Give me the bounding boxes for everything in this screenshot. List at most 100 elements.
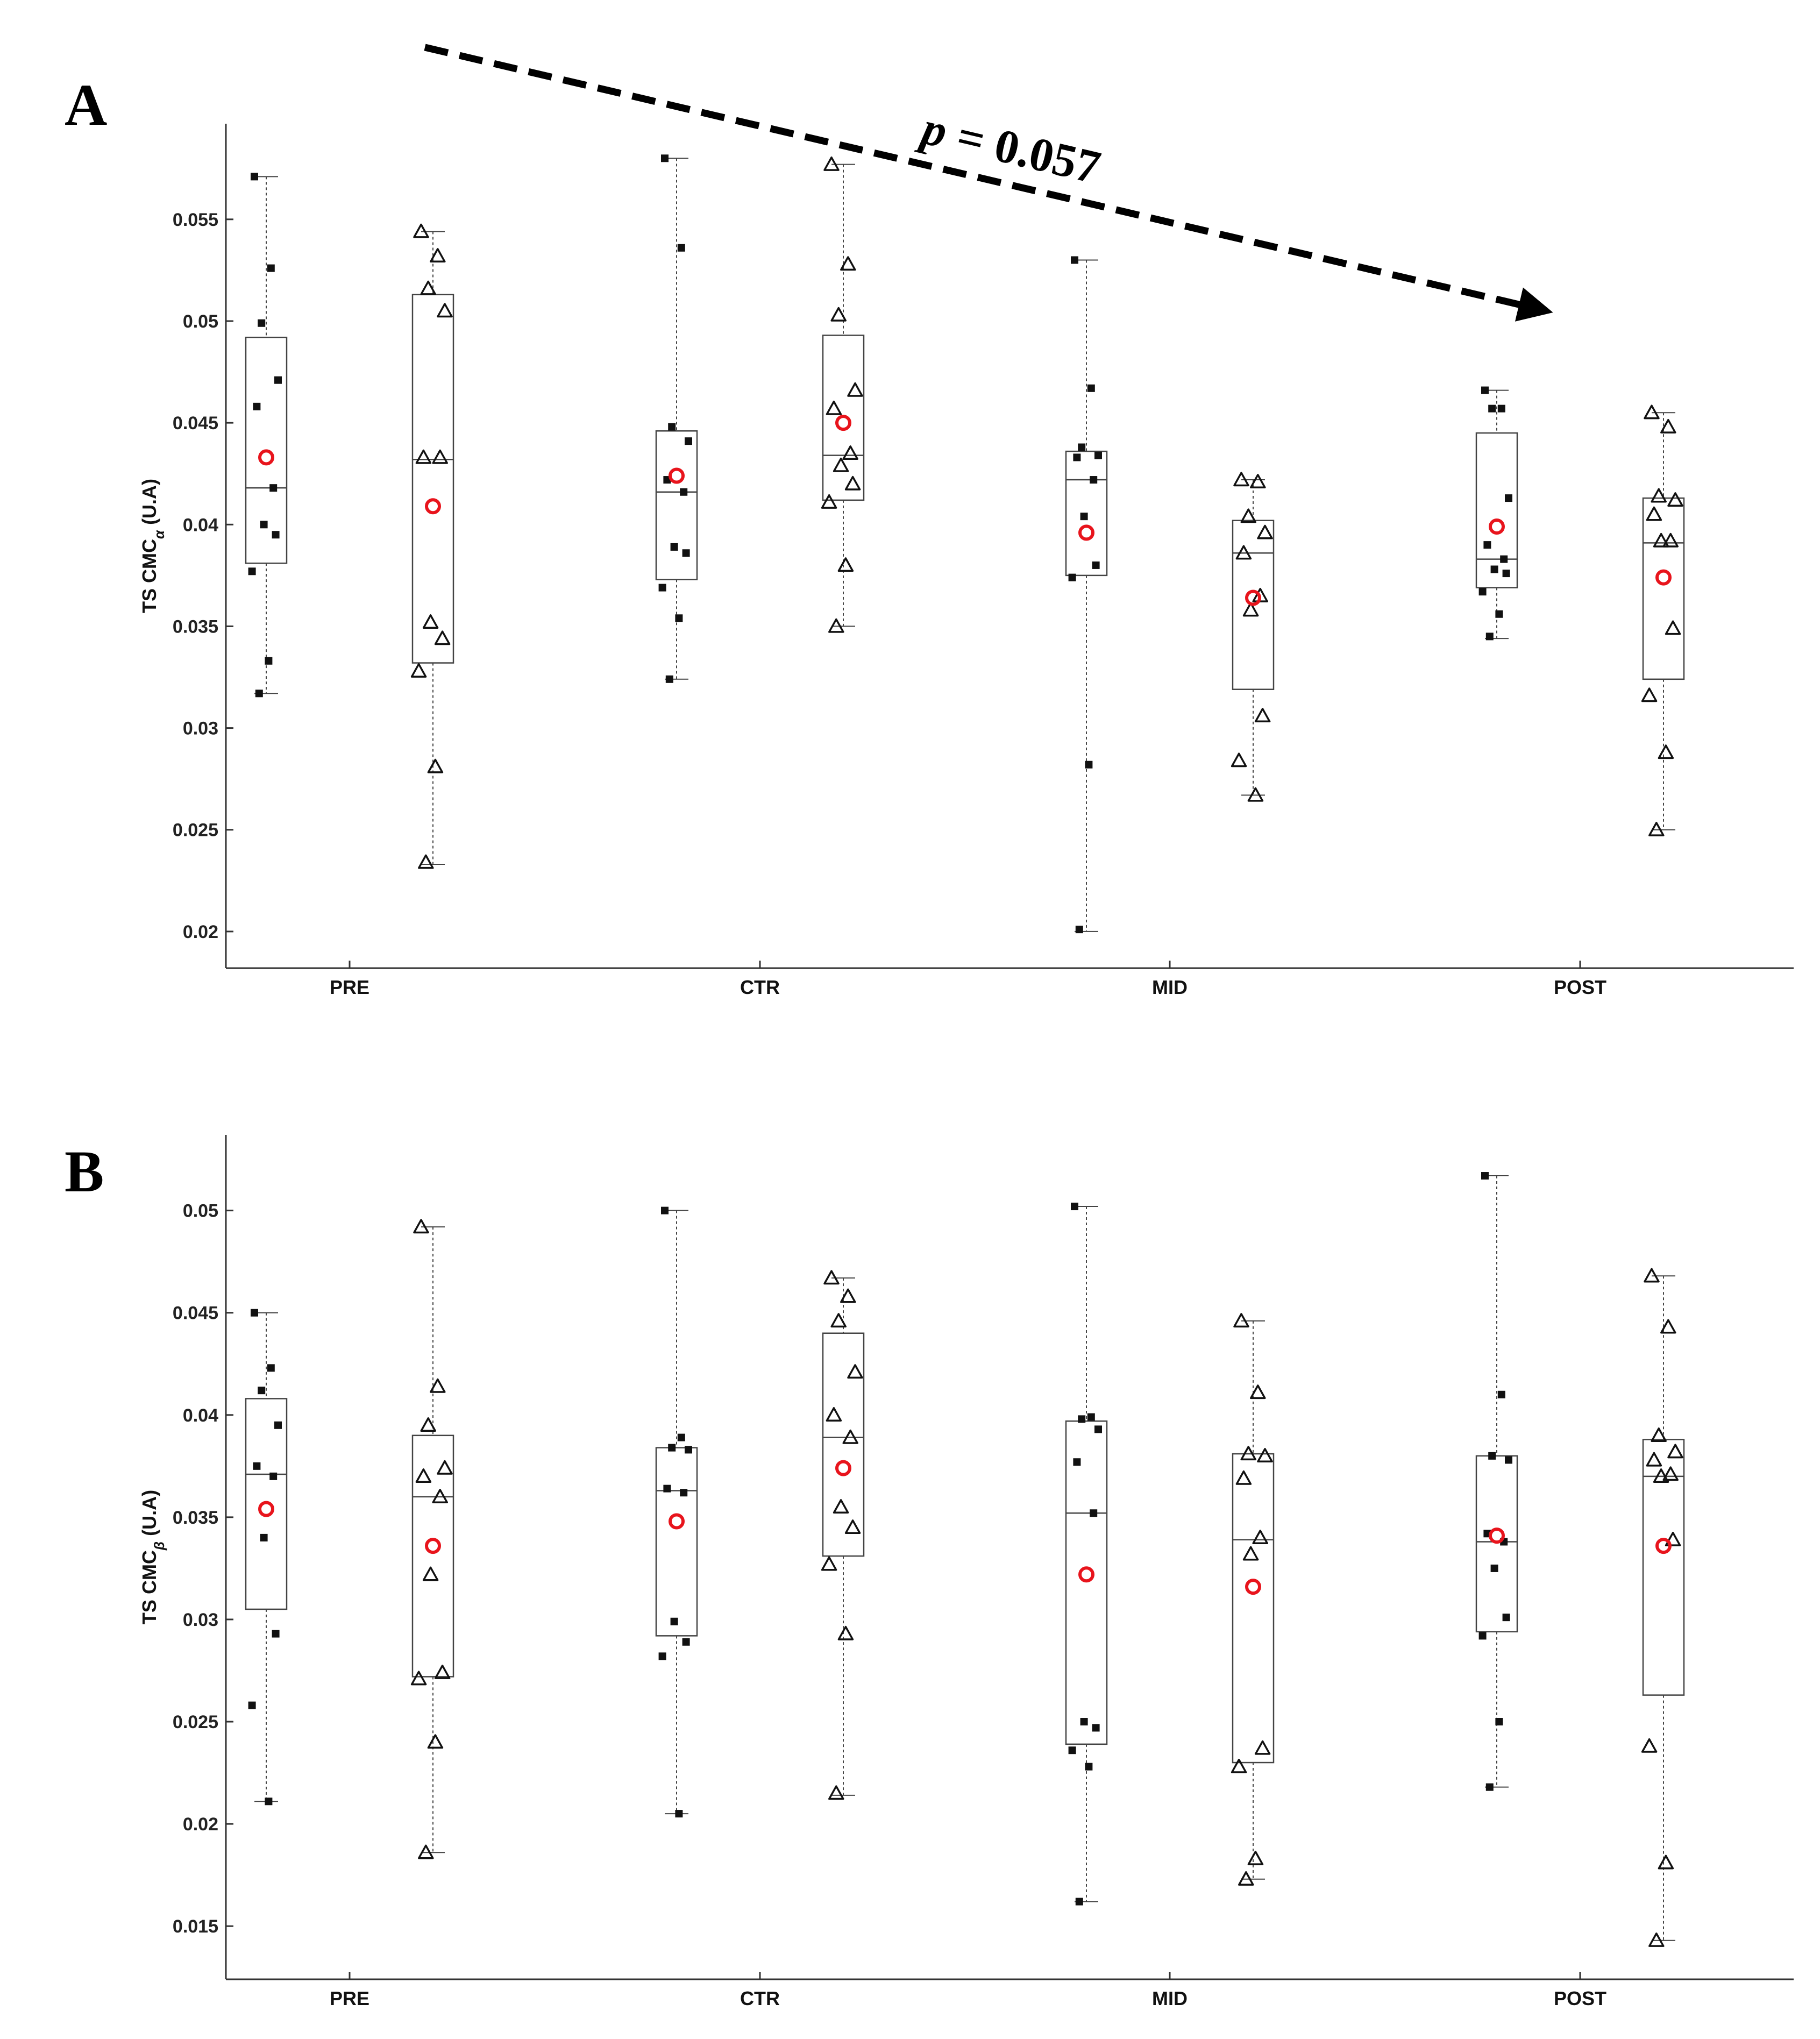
panel-b: B 0.015 0.02 0.025 0.03 0.035 0.04 0.045 0.05 P… — [65, 1135, 1794, 2009]
data-point-triangle — [432, 449, 448, 464]
iqr-box — [1232, 1453, 1275, 1764]
data-point-triangle — [1646, 506, 1662, 521]
y-ticks-a: 0.02 0.025 0.03 0.035 0.04 0.045 0.05 0.055 — [173, 210, 233, 942]
mean-marker — [1078, 524, 1094, 541]
mean-marker — [669, 467, 685, 484]
data-point-square — [1497, 404, 1505, 413]
data-point-triangle — [842, 1429, 858, 1444]
data-point-triangle — [840, 256, 856, 271]
x-categories-b: PRE CTR MID POST — [330, 1972, 1606, 2009]
data-point-square — [1502, 1614, 1510, 1622]
x-categories-a: PRE CTR MID POST — [330, 961, 1606, 998]
data-point-triangle — [1235, 545, 1252, 560]
data-point-triangle — [1242, 1546, 1259, 1561]
data-point-square — [680, 488, 688, 496]
data-point-triangle — [828, 618, 844, 633]
data-point-square — [267, 264, 275, 272]
iqr-box — [411, 294, 454, 664]
data-point-triangle — [842, 445, 858, 460]
data-point-square — [1495, 1718, 1503, 1726]
data-point-triangle — [418, 854, 434, 869]
panel-label-b: B — [65, 1139, 104, 1204]
data-point-triangle — [830, 307, 847, 322]
data-point-square — [1495, 610, 1503, 618]
data-point-square — [248, 567, 256, 576]
data-point-triangle — [1667, 492, 1683, 507]
data-point-square — [1080, 1718, 1088, 1726]
box-group-ctr-square — [655, 1206, 698, 1818]
data-point-square — [1483, 541, 1491, 549]
mean-marker — [1489, 1528, 1505, 1544]
data-point-square — [675, 614, 683, 622]
data-point-triangle — [847, 382, 863, 397]
iqr-box — [1065, 1420, 1108, 1745]
data-point-triangle — [430, 1378, 446, 1393]
data-point-square — [274, 376, 282, 384]
data-point-triangle — [415, 449, 432, 464]
data-point-square — [1080, 513, 1088, 521]
data-point-square — [1085, 761, 1093, 769]
data-point-triangle — [1257, 524, 1273, 539]
data-point-triangle — [1254, 708, 1271, 723]
data-point-triangle — [1648, 822, 1665, 836]
data-point-square — [677, 244, 685, 252]
mean-marker — [1655, 1538, 1672, 1554]
data-point-triangle — [1665, 620, 1681, 635]
data-point-square — [260, 521, 268, 529]
mean-marker — [835, 415, 851, 431]
box-group-post-triangle — [1641, 1268, 1685, 1947]
data-point-square — [1092, 561, 1100, 569]
x-category-label: MID — [1152, 976, 1188, 998]
data-point-square — [255, 690, 263, 698]
data-point-square — [1087, 384, 1095, 392]
data-point-square — [1078, 1415, 1086, 1423]
data-point-square — [251, 173, 258, 181]
data-point-triangle — [410, 1671, 427, 1686]
data-point-triangle — [823, 156, 840, 171]
data-point-triangle — [844, 1519, 861, 1534]
mean-marker — [258, 449, 274, 466]
data-point-square — [685, 437, 692, 445]
data-point-square — [677, 1433, 685, 1441]
y-tick-label: 0.03 — [183, 719, 218, 739]
y-tick-label: 0.035 — [173, 1508, 218, 1528]
data-point-square — [258, 319, 266, 327]
data-point-triangle — [1641, 1738, 1658, 1753]
data-point-triangle — [1653, 532, 1669, 548]
y-tick-label: 0.015 — [173, 1916, 218, 1937]
data-point-triangle — [837, 1625, 854, 1640]
iqr-box — [1642, 497, 1685, 680]
box-group-ctr-square — [655, 154, 698, 683]
box-group-mid-square — [1065, 256, 1108, 934]
mean-marker — [1655, 569, 1672, 586]
x-category-label: CTR — [740, 1987, 780, 2009]
data-point-triangle — [1665, 1531, 1681, 1546]
data-point-square — [272, 531, 280, 539]
data-point-triangle — [1644, 1268, 1660, 1283]
y-tick-label: 0.02 — [183, 922, 218, 942]
data-point-triangle — [1242, 602, 1259, 617]
data-point-square — [265, 1798, 273, 1806]
data-point-triangle — [1651, 488, 1667, 503]
iqr-box — [822, 335, 865, 501]
data-point-square — [1488, 404, 1496, 413]
panel-label-a: A — [65, 72, 107, 138]
data-point-square — [668, 1444, 676, 1452]
data-point-triangle — [1235, 1470, 1252, 1485]
data-point-square — [1092, 1724, 1100, 1732]
data-point-square — [1071, 1203, 1078, 1211]
box-group-pre-triangle — [410, 223, 454, 869]
data-point-square — [248, 1701, 256, 1709]
data-point-triangle — [1667, 1444, 1683, 1459]
iqr-box — [411, 1434, 454, 1678]
box-group-mid-triangle — [1231, 472, 1275, 802]
box-group-post-square — [1475, 386, 1518, 641]
data-point-square — [661, 1206, 669, 1214]
data-point-triangle — [828, 1785, 844, 1800]
y-axis-title-b: TS CMCβ (U.A) — [138, 1490, 167, 1624]
data-point-square — [269, 1472, 278, 1480]
data-point-square — [1505, 494, 1512, 502]
data-point-triangle — [1240, 508, 1256, 523]
data-point-square — [1094, 451, 1102, 459]
data-point-triangle — [821, 1556, 837, 1571]
